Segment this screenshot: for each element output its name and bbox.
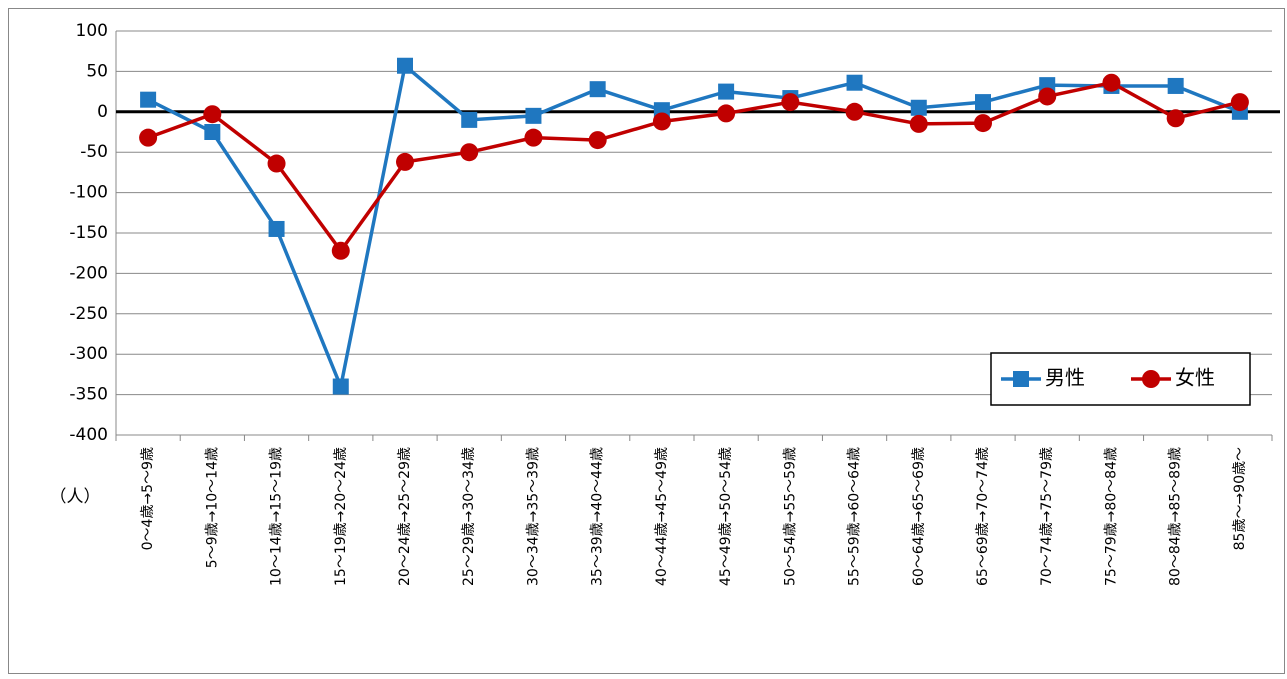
x-tick-label: 55～59歳→60～64歳: [847, 447, 863, 586]
legend-label: 女性: [1175, 366, 1215, 390]
point: [203, 105, 222, 124]
point: [524, 128, 543, 147]
point: [910, 99, 927, 116]
point: [1102, 73, 1121, 92]
x-tick-label: 35～39歳→40～44歳: [590, 447, 606, 586]
point: [525, 107, 542, 124]
chart-border: [8, 8, 1285, 674]
point: [140, 91, 157, 108]
point: [460, 143, 479, 162]
y-tick-label: -250: [69, 304, 108, 324]
x-tick-label: 85歳～→90歳～: [1232, 447, 1248, 550]
point: [267, 154, 286, 173]
point: [396, 152, 414, 171]
y-axis-label: （人）: [50, 487, 101, 507]
legend-label: 男性: [1045, 366, 1085, 390]
x-tick-label: 20～24歳→25～29歳: [397, 447, 413, 586]
y-tick-label: 100: [76, 21, 108, 41]
point: [652, 112, 671, 131]
point: [717, 104, 736, 123]
x-tick-label: 25～29歳→30～34歳: [461, 447, 477, 586]
point: [1038, 87, 1057, 106]
y-tick-label: -100: [69, 183, 108, 203]
point: [588, 131, 607, 150]
point: [397, 57, 413, 74]
x-tick-label: 40～44歳→45～49歳: [654, 447, 670, 586]
x-tick-label: 75～79歳→80～84歳: [1103, 447, 1119, 586]
y-tick-label: -50: [80, 142, 108, 162]
y-tick-label: 50: [86, 61, 108, 81]
x-tick-label: 50～54歳→55～59歳: [782, 447, 798, 586]
y-tick-label: -150: [69, 223, 108, 243]
y-tick-label: -300: [69, 344, 108, 364]
series-line: [147, 80, 1241, 254]
y-tick-label: -400: [69, 425, 108, 445]
x-tick-label: 60～64歳→65～69歳: [911, 447, 927, 586]
x-tick-label: 45～49歳→50～54歳: [718, 447, 734, 586]
x-tick-label: 15～19歳→20～24歳: [333, 447, 349, 586]
point: [139, 128, 158, 147]
point: [589, 81, 606, 98]
point: [1166, 109, 1185, 128]
y-tick-label: -350: [69, 385, 108, 405]
x-tick-label: 80～84歳→85～89歳: [1168, 447, 1184, 586]
legend: 男性 女性: [990, 352, 1251, 406]
point: [204, 124, 221, 140]
point: [1167, 77, 1184, 94]
point: [461, 111, 478, 128]
x-tick-label: 30～34歳→35～39歳: [525, 447, 541, 586]
point: [845, 102, 864, 121]
x-tick-label: 5～9歳→10～14歳: [204, 447, 220, 568]
point: [268, 220, 285, 237]
y-tick-label: -200: [69, 263, 108, 283]
x-tick-label: 10～14歳→15～19歳: [269, 447, 285, 586]
legend-marker: [1013, 371, 1029, 387]
point: [909, 114, 928, 133]
x-tick-label: 0～4歳→5～9歳: [140, 447, 156, 550]
point: [974, 114, 992, 133]
x-tick-label: 65～69歳→70～74歳: [975, 447, 991, 586]
point: [1230, 93, 1249, 112]
point: [975, 94, 991, 111]
point: [781, 93, 800, 112]
point: [332, 378, 349, 395]
legend-marker: [1142, 370, 1160, 388]
x-tick-label: 70～74歳→75～79歳: [1039, 447, 1055, 586]
y-tick-label: 0: [97, 102, 108, 122]
series-line: [147, 62, 1241, 393]
point: [331, 241, 350, 260]
point: [846, 74, 863, 91]
point: [718, 83, 735, 100]
